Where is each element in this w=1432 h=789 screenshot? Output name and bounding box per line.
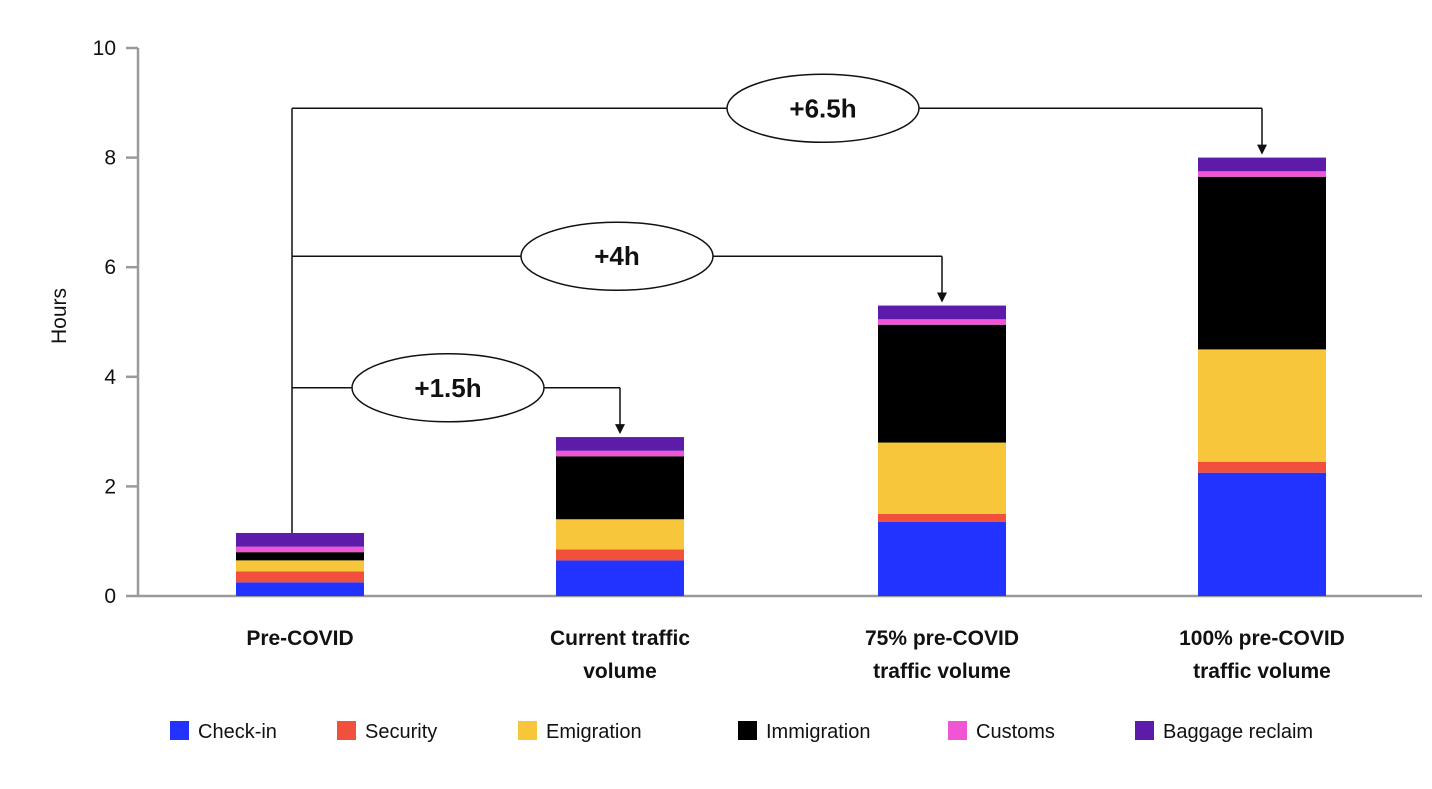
callout-bubble [351, 353, 545, 423]
bar-segment-security [878, 513, 1006, 523]
bar-segment-emigration [1198, 349, 1326, 462]
y-tick-label: 6 [104, 256, 116, 279]
y-axis-title: Hours [48, 288, 71, 344]
legend-label-security: Security [365, 721, 437, 743]
category-label: Current traffic [550, 627, 690, 650]
category-label: Pre-COVID [246, 627, 353, 650]
bar-segment-check-in [878, 522, 1006, 596]
bar-segment-security [1198, 461, 1326, 473]
legend-label-customs: Customs [976, 721, 1055, 743]
y-tick-label: 4 [104, 366, 116, 389]
bar-segment-check-in [1198, 472, 1326, 596]
bar-segment-security [556, 549, 684, 561]
category-label: traffic volume [873, 660, 1011, 683]
legend-label-emigration: Emigration [546, 721, 642, 743]
legend-swatch-customs [948, 721, 967, 740]
bar-segment-check-in [556, 560, 684, 596]
callout-bubble [520, 221, 714, 291]
bar-segment-baggage-reclaim [556, 437, 684, 451]
y-tick-label: 10 [93, 37, 116, 60]
callout-bubble [726, 73, 920, 144]
bar-segment-emigration [556, 519, 684, 550]
y-tick-label: 2 [104, 475, 116, 498]
bar-segment-customs [556, 450, 684, 457]
legend-label-immigration: Immigration [766, 721, 870, 743]
bar-segment-immigration [1198, 176, 1326, 350]
category-label: traffic volume [1193, 660, 1331, 683]
category-label: 75% pre-COVID [865, 627, 1019, 650]
bar-segment-baggage-reclaim [1198, 157, 1326, 172]
category-label: volume [583, 660, 657, 683]
legend-swatch-security [337, 721, 356, 740]
legend-swatch-check-in [170, 721, 189, 740]
bar-segment-check-in [236, 582, 364, 596]
bar-segment-emigration [236, 560, 364, 572]
category-label: 100% pre-COVID [1179, 627, 1345, 650]
legend-label-baggage-reclaim: Baggage reclaim [1163, 721, 1313, 743]
legend-swatch-emigration [518, 721, 537, 740]
bar-segment-security [236, 571, 364, 583]
bar-segment-immigration [556, 456, 684, 520]
bar-segment-customs [1198, 171, 1326, 177]
bar-segment-baggage-reclaim [878, 305, 1006, 320]
legend-swatch-immigration [738, 721, 757, 740]
y-tick-label: 8 [104, 147, 116, 170]
legend-swatch-baggage-reclaim [1135, 721, 1154, 740]
bar-segment-baggage-reclaim [236, 532, 364, 547]
bar-segment-immigration [236, 552, 364, 561]
callout-label: +4h [594, 241, 640, 271]
bar-segment-emigration [878, 442, 1006, 514]
legend-label-check-in: Check-in [198, 721, 277, 743]
bar-segment-customs [878, 319, 1006, 325]
bar-segment-customs [236, 546, 364, 553]
y-tick-label: 0 [104, 585, 116, 608]
bar-segment-immigration [878, 324, 1006, 443]
callout-label: +6.5h [789, 93, 856, 123]
callout-label: +1.5h [414, 373, 481, 403]
